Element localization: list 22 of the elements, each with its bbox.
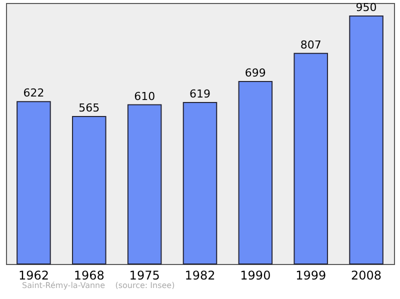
bar [16,101,51,264]
x-tick-label: 1968 [74,268,104,282]
x-tick-label: 1999 [296,268,326,282]
data-label: 950 [356,1,377,14]
x-tick-label: 1990 [240,268,271,282]
bar [72,116,106,264]
bar [127,104,162,264]
x-tick-label: 1982 [184,268,216,282]
data-label: 610 [134,90,156,103]
data-label: 565 [78,102,100,115]
bar [349,16,384,264]
data-label: 622 [23,86,44,100]
x-tick-label: 2008 [351,268,382,282]
bar [182,102,218,264]
text: Saint-Rémy-la-Vanne (source: Insee) [22,281,176,290]
x-tick-label: 1975 [129,268,160,282]
bar [238,81,273,264]
x-tick-label: 1962 [18,268,49,282]
data-label: 619 [190,87,210,100]
data-label: 699 [244,66,266,80]
bar [294,52,328,264]
data-label: 807 [300,38,322,52]
